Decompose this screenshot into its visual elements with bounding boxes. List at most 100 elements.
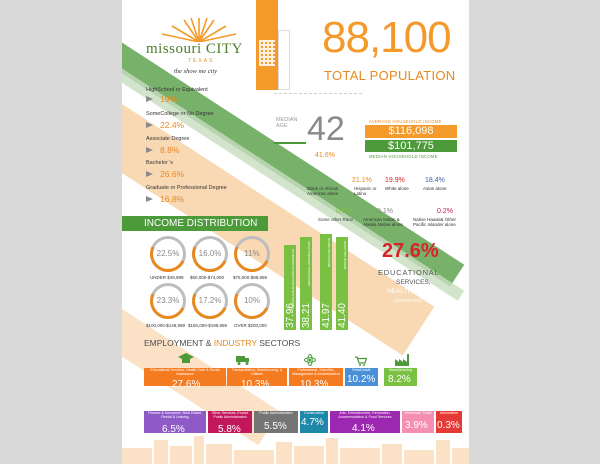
truck-icon [236, 356, 249, 365]
brand-name: missouri CITY [146, 41, 243, 57]
edu-value-3: 26.6% [160, 169, 185, 179]
city-skyline-graphic [122, 436, 469, 464]
sector-label: Construction [303, 411, 325, 415]
average-income-label: AVERAGE HOUSEHOLD INCOME [369, 119, 442, 124]
edu-label-3: Bachelor 's [146, 160, 174, 166]
population-label: TOTAL POPULATION [324, 68, 456, 83]
arrow-icon [146, 147, 153, 153]
ring-track [150, 283, 186, 319]
median-age-sub-value: 41.6% [315, 152, 335, 159]
race-value-2: 19.9% [385, 177, 405, 184]
race-label-6: Native Hawaii& Other Pacific Islander al… [413, 217, 457, 228]
income-ring-value: 16.0% [198, 249, 222, 258]
atom-icon [304, 354, 316, 366]
sector-label: Transportation, Warehousing, & Utilities [231, 368, 283, 376]
arrow-icon [146, 171, 153, 177]
age-bar-value: 41.97 [321, 302, 332, 328]
age-bar-0: MEDIAN AGE BLACK/AFRICAN AMERICAN 37.96 [284, 245, 296, 330]
age-bar-label: MEDIAN AGE WHITE [327, 238, 331, 268]
sunburst-icon [161, 17, 237, 42]
edu-label-2: Associate Degree [146, 136, 190, 142]
sector-value: 3.9% [405, 420, 428, 431]
employment-title: EMPLOYMENT & INDUSTRY SECTORS [144, 338, 300, 348]
median-age-rule-top [274, 93, 362, 94]
sector-label: Arts, Entertainment, Recreation, Accommo… [338, 411, 392, 419]
income-ring-0: 22.5% [144, 230, 192, 278]
arrow-icon [146, 96, 153, 102]
sector-value: 6.5% [162, 424, 185, 435]
sector-label: Educational Services, Health Care & Soci… [150, 368, 220, 376]
arrow-icon [146, 122, 153, 128]
sector-tile-education: Educational Services, Health Care & Soci… [144, 368, 226, 390]
ring-track [234, 283, 270, 319]
ring-track [150, 236, 186, 272]
race-value-4: 0.5% [336, 208, 352, 215]
income-ring-label: $50,000-$74,000 [190, 275, 225, 280]
population-value: 88,100 [322, 13, 452, 62]
income-distribution-title: INCOME DISTRIBUTION [144, 218, 258, 229]
race-value-6: 0.2% [437, 208, 453, 215]
income-ring-label: $150,000-$199,999 [188, 323, 228, 328]
top-sector-line4: ASSISTANCE [394, 298, 423, 303]
edu-value-0: 19% [160, 94, 178, 104]
factory-icon [395, 354, 409, 366]
sector-tile-professional: Professional, Scientific, Management & A… [289, 368, 343, 390]
income-ring-label: $100,000-$149,999 [146, 323, 186, 328]
average-income-box: $116,098 [365, 125, 457, 138]
sector-value: 5.8% [218, 424, 241, 435]
income-ring-value: 22.5% [156, 249, 180, 258]
income-ring-value: 23.3% [156, 296, 180, 305]
employment-title-a: EMPLOYMENT & [144, 338, 214, 348]
employment-title-b: INDUSTRY [213, 338, 257, 348]
edu-label-0: HighSchool or Equivalent [146, 87, 208, 93]
shopping-cart-icon [355, 356, 367, 366]
ring-track [192, 236, 228, 272]
sector-tile-finance: Finance & Insurance, Real Estate, Rental… [144, 411, 206, 435]
brand-state: TEXAS [188, 58, 215, 64]
median-income-label: MEDIAN HOUSEHOLD INCOME [369, 154, 438, 159]
race-label-0: Black or African American alone [307, 186, 339, 197]
sector-value: 10.2% [347, 374, 376, 385]
race-value-3: 18.4% [425, 177, 445, 184]
income-ring-1: 16.0% [186, 230, 234, 278]
age-bar-value: 38.21 [301, 302, 312, 328]
income-ring-5: 10% [228, 277, 276, 325]
age-bar-label: MEDIAN AGE HISPANIC/LATINO [307, 241, 311, 286]
sector-tile-arts: Arts, Entertainment, Recreation, Accommo… [330, 411, 400, 434]
sector-value: 8.2% [388, 374, 411, 385]
edu-label-4: Graduate or Professional Degree [146, 185, 227, 191]
age-bar-1: MEDIAN AGE HISPANIC/LATINO 38.21 [300, 237, 312, 330]
sector-label: Finance & Insurance, Real Estate, Rental… [147, 411, 203, 419]
top-sector-line2: SERVICES, [396, 279, 431, 286]
arrow-icon [146, 196, 153, 202]
race-label-2: White alone [385, 186, 409, 191]
median-age-rule [274, 142, 306, 144]
age-bar-2: MEDIAN AGE WHITE 41.97 [320, 234, 332, 330]
top-sector-line1: EDUCATIONAL [378, 268, 440, 277]
building-windows [259, 40, 275, 66]
age-bar-value: 37.96 [285, 302, 296, 328]
sector-tile-retail: Retail trade 10.2% [345, 368, 378, 386]
sector-value: 10.3% [300, 379, 329, 390]
sector-tile-construction: Construction 4.7% [300, 411, 328, 433]
median-income-value: $101,775 [388, 140, 434, 152]
race-label-5: American Indian & Alaska Native alone [363, 217, 403, 228]
race-label-1: Hispanic or Latino [354, 186, 377, 197]
sector-tile-public-admin: Public Administration 5.5% [254, 411, 298, 433]
sector-value: 4.7% [301, 417, 324, 428]
employment-title-c: SECTORS [256, 338, 301, 348]
sector-tile-transportation: Transportation, Warehousing, & Utilities… [227, 368, 287, 390]
income-ring-value: 11% [244, 249, 260, 258]
logo: missouri CITY TEXAS the show me city [146, 16, 246, 86]
median-age-value: 42 [307, 110, 345, 148]
age-bar-3: MEDIAN AGE ASIAN 41.40 [336, 237, 348, 330]
income-ring-3: 23.3% [144, 277, 192, 325]
income-ring-value: 17.2% [198, 296, 222, 305]
income-ring-label: $75,000-$99,999 [233, 275, 268, 280]
sector-value: 10.3% [241, 379, 270, 390]
average-income-value: $116,098 [388, 125, 434, 137]
sector-label: Other Services, Except Public Administra… [211, 411, 249, 419]
race-label-3: Asian alone [423, 186, 447, 191]
sector-value: 0.3% [437, 420, 460, 431]
race-label-4: Some other Race [318, 217, 354, 222]
